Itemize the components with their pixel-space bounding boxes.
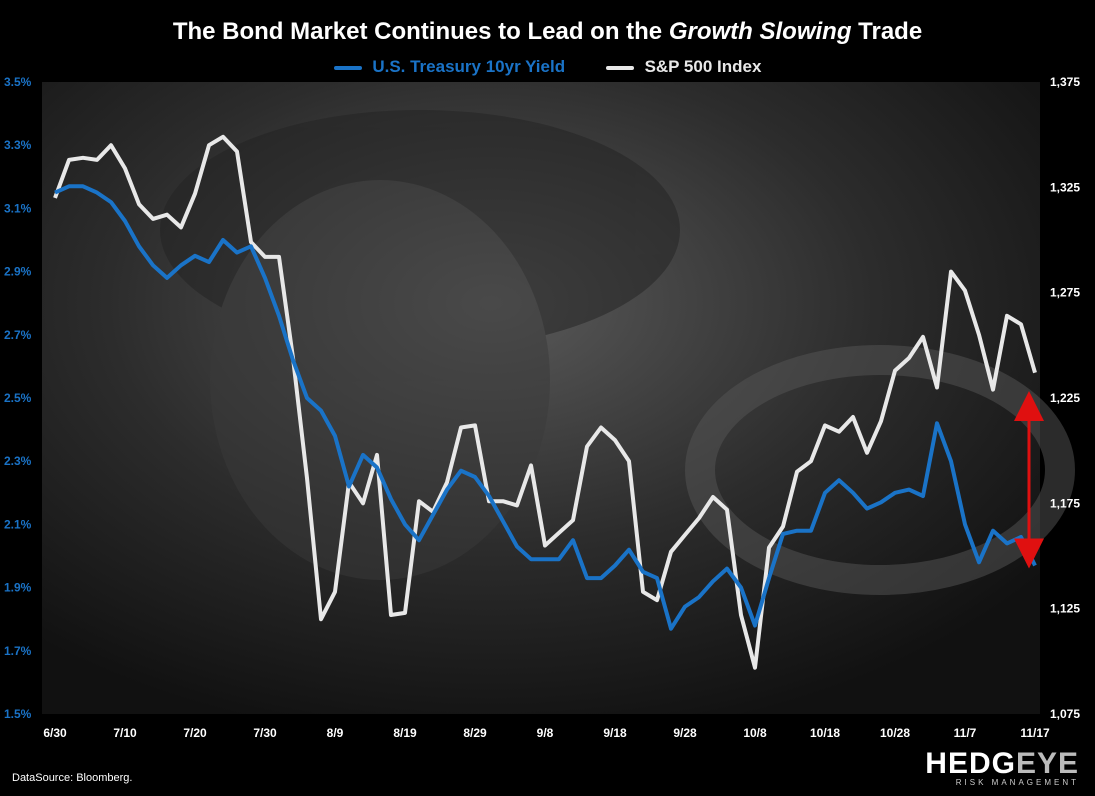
logo-part-b: EYE bbox=[1015, 747, 1079, 780]
x-tick-label: 7/30 bbox=[253, 726, 277, 740]
legend-swatch-yield bbox=[333, 65, 362, 70]
x-tick-label: 10/18 bbox=[810, 726, 840, 740]
logo-part-a: HEDG bbox=[925, 747, 1016, 780]
y-right-tick-label: 1,225 bbox=[1050, 391, 1080, 405]
y-right-tick-label: 1,375 bbox=[1050, 75, 1080, 89]
x-tick-label: 11/7 bbox=[954, 726, 977, 740]
hedgeye-logo: HEDGEYE RISK MANAGEMENT bbox=[925, 747, 1079, 788]
legend-swatch-spx bbox=[605, 65, 634, 70]
legend-label-yield: U.S. Treasury 10yr Yield bbox=[372, 57, 566, 76]
x-tick-label: 7/10 bbox=[113, 726, 137, 740]
y-right-tick-label: 1,075 bbox=[1050, 707, 1080, 721]
y-right-tick-label: 1,175 bbox=[1050, 496, 1080, 510]
legend-item-yield: U.S. Treasury 10yr Yield bbox=[333, 57, 566, 77]
x-tick-label: 8/29 bbox=[463, 726, 487, 740]
y-left-tick-label: 3.5% bbox=[4, 75, 32, 89]
x-tick-label: 11/17 bbox=[1020, 726, 1050, 740]
y-left-tick-label: 2.7% bbox=[4, 328, 32, 342]
y-left-tick-label: 3.1% bbox=[4, 201, 32, 215]
y-right-tick-label: 1,125 bbox=[1050, 602, 1080, 616]
x-tick-label: 10/8 bbox=[743, 726, 767, 740]
y-left-tick-label: 3.3% bbox=[4, 138, 32, 152]
x-tick-label: 8/9 bbox=[327, 726, 344, 740]
legend-item-spx: S&P 500 Index bbox=[605, 57, 762, 77]
background-photo bbox=[160, 110, 1075, 595]
y-right-tick-label: 1,275 bbox=[1050, 286, 1080, 300]
y-left-tick-label: 1.5% bbox=[4, 707, 32, 721]
y-left-tick-label: 2.9% bbox=[4, 265, 32, 279]
y-right-tick-label: 1,325 bbox=[1050, 180, 1080, 194]
chart-title: The Bond Market Continues to Lead on the… bbox=[172, 18, 923, 45]
y-left-tick-label: 1.9% bbox=[4, 581, 32, 595]
yield-series-line bbox=[54, 184, 1037, 631]
legend: U.S. Treasury 10yr Yield S&P 500 Index bbox=[0, 57, 1095, 77]
y-left-tick-label: 2.3% bbox=[4, 454, 32, 468]
x-tick-label: 7/20 bbox=[183, 726, 207, 740]
logo-tagline: RISK MANAGEMENT bbox=[955, 778, 1079, 787]
data-source: DataSource: Bloomberg. bbox=[12, 772, 133, 784]
legend-label-spx: S&P 500 Index bbox=[644, 57, 762, 76]
x-tick-label: 6/30 bbox=[43, 726, 67, 740]
x-tick-label: 9/18 bbox=[603, 726, 627, 740]
y-left-tick-label: 1.7% bbox=[4, 644, 32, 658]
y-left-tick-label: 2.1% bbox=[4, 517, 32, 531]
logo-wordmark: HEDGEYE bbox=[925, 747, 1079, 780]
y-left-tick-label: 2.5% bbox=[4, 391, 32, 405]
spx-series-line bbox=[53, 134, 1037, 670]
x-tick-label: 9/28 bbox=[673, 726, 697, 740]
x-tick-label: 9/8 bbox=[537, 726, 554, 740]
x-tick-label: 10/28 bbox=[880, 726, 910, 740]
x-tick-label: 8/19 bbox=[393, 726, 417, 740]
